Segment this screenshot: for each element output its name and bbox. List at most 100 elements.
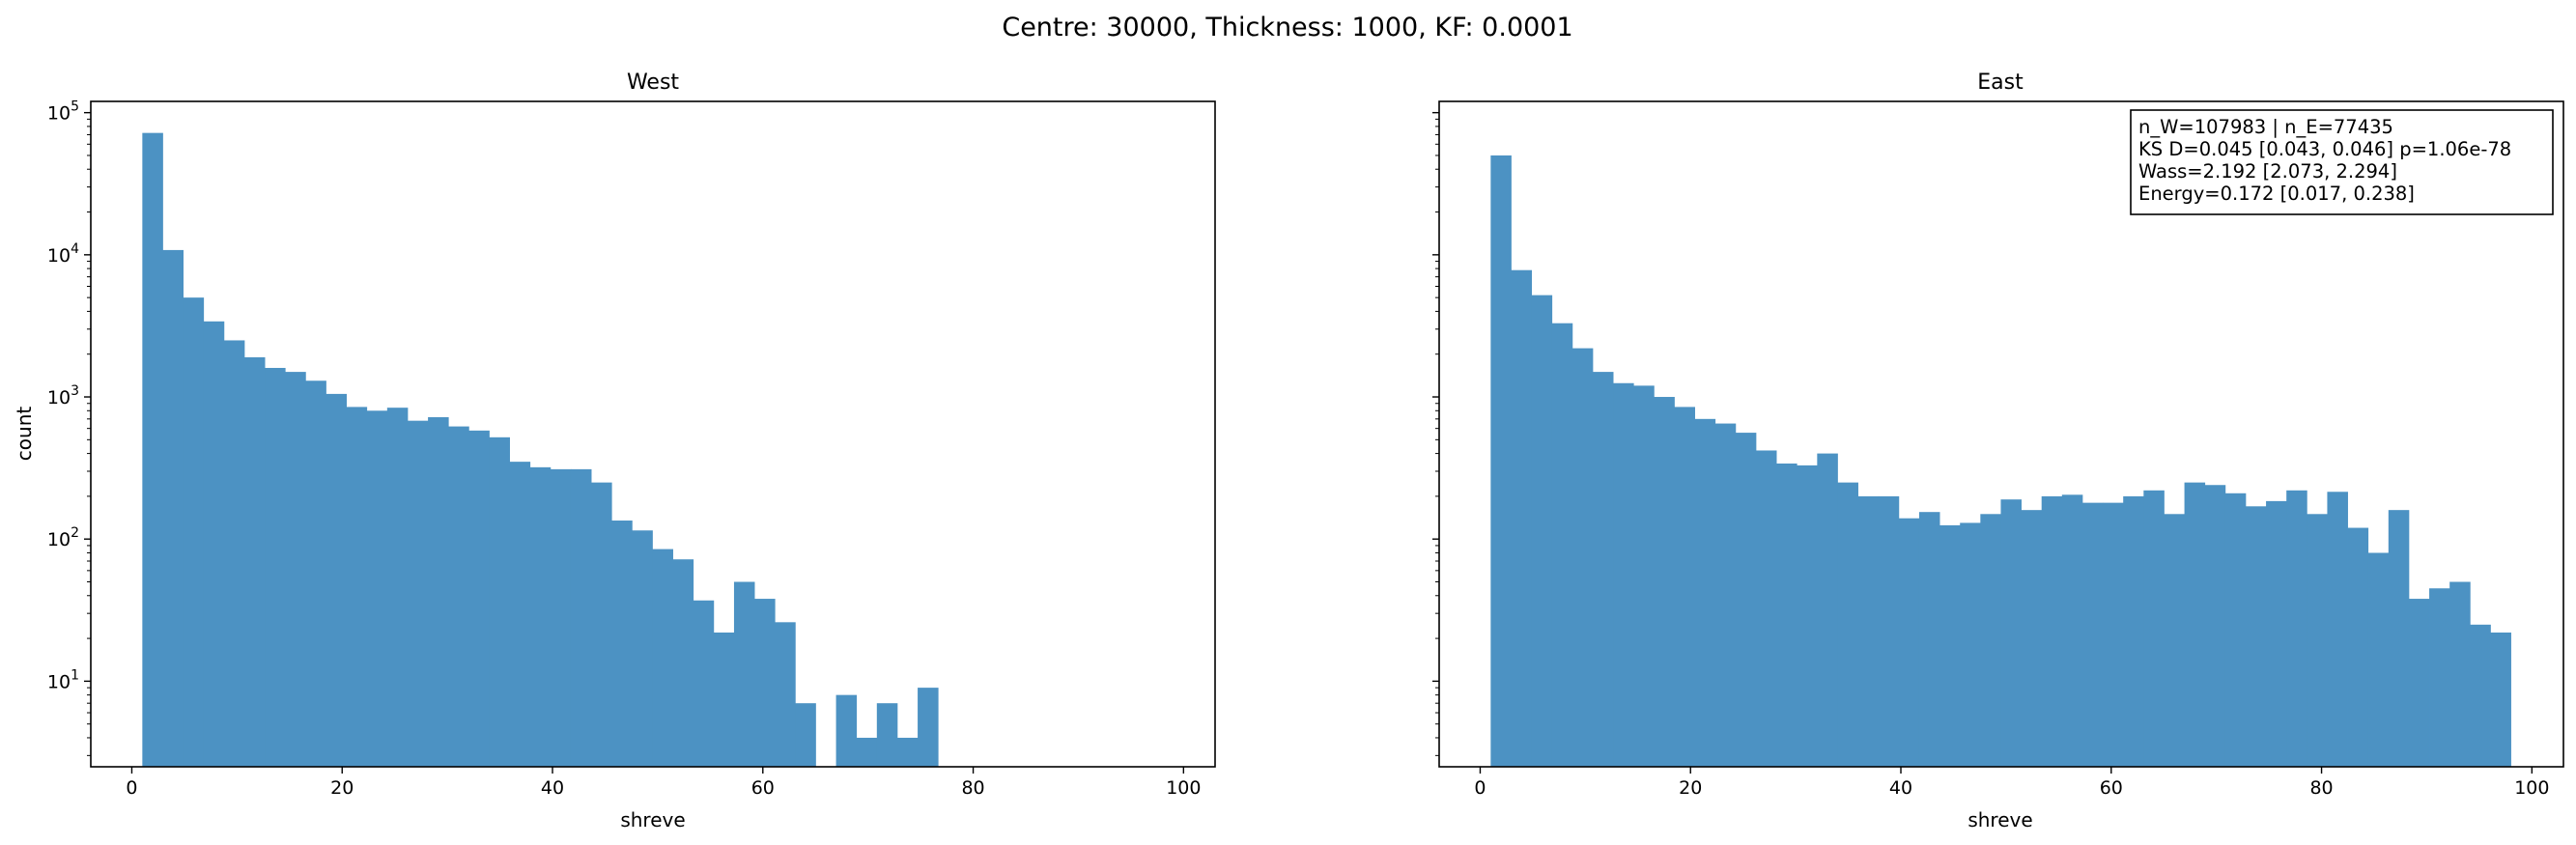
histogram-bar <box>509 462 531 767</box>
histogram-bar <box>550 468 572 767</box>
y-tick-label: 101 <box>47 667 79 692</box>
histogram-bar <box>1735 433 1757 767</box>
panel-east-frame <box>1438 100 2564 768</box>
histogram-bar <box>570 468 592 767</box>
histogram-bar <box>754 599 776 767</box>
histogram-bar <box>733 581 755 767</box>
histogram-bar <box>2388 510 2410 767</box>
histogram-bar <box>693 600 715 767</box>
histogram-bar <box>162 249 184 767</box>
histogram-bar <box>896 737 919 767</box>
panel-west: West 0 20 40 60 80 100 101 102 103 104 105 shreve… <box>13 70 1216 831</box>
histogram-bar <box>2408 599 2430 767</box>
histogram-bar <box>2327 492 2348 767</box>
x-tick-label: 0 <box>126 777 137 799</box>
histogram-bar <box>2470 624 2491 767</box>
histogram-bar <box>1980 514 2001 767</box>
histogram-bar <box>2061 494 2083 767</box>
stats-annotation-frame <box>2130 109 2554 215</box>
x-tick-label: 100 <box>1166 777 1201 799</box>
histogram-bar <box>1755 450 1777 767</box>
histogram-bar <box>1490 155 1512 767</box>
histogram-bar <box>2245 506 2267 767</box>
y-tick-label: 105 <box>47 99 79 125</box>
histogram-bar <box>1694 418 1716 767</box>
histogram-bar <box>856 737 878 767</box>
histogram-bar <box>428 417 449 767</box>
west-bars <box>142 132 939 767</box>
x-tick-label: 60 <box>751 777 775 799</box>
histogram-bar <box>918 688 939 767</box>
histogram-bar <box>2041 495 2063 767</box>
y-tick-label: 103 <box>47 383 79 408</box>
histogram-bar <box>2184 482 2206 767</box>
histogram-bar <box>2347 527 2369 767</box>
stats-line: Wass=2.192 [2.073, 2.294] <box>2138 160 2397 183</box>
stats-line: KS D=0.045 [0.043, 0.046] p=1.06e-78 <box>2138 138 2511 160</box>
histogram-bar <box>468 430 490 767</box>
stats-annotation-box: n_W=107983 | n_E=77435 KS D=0.045 [0.043… <box>2130 109 2554 215</box>
histogram-bar <box>448 426 469 767</box>
x-tick-label: 20 <box>330 777 354 799</box>
histogram-bar <box>775 622 796 767</box>
west-x-ticks: 0 20 40 60 80 100 <box>126 767 1201 799</box>
histogram-bar <box>632 530 653 767</box>
stats-line: n_W=107983 | n_E=77435 <box>2138 116 2393 138</box>
histogram-bar <box>142 132 163 767</box>
histogram-bar <box>1714 423 1737 767</box>
panel-west-frame <box>90 100 1216 768</box>
histogram-bar <box>407 420 429 767</box>
histogram-bar <box>243 356 266 767</box>
x-tick-label: 80 <box>961 777 984 799</box>
x-tick-label: 100 <box>2514 777 2549 799</box>
panel-east: East 0 20 40 60 80 100 shreve n_W=107983 | n_… <box>1432 70 2564 831</box>
histogram-bar <box>203 321 225 767</box>
east-x-ticks: 0 20 40 60 80 100 <box>1474 767 2549 799</box>
histogram-bar <box>1960 522 1981 767</box>
histogram-bar <box>305 380 326 767</box>
histogram-bar <box>1898 518 1920 767</box>
histogram-bar <box>795 703 816 767</box>
x-tick-label: 80 <box>2309 777 2333 799</box>
histogram-bar <box>1592 372 1614 767</box>
histogram-bar <box>2429 588 2450 767</box>
histogram-bar <box>1797 465 1818 767</box>
histogram-bar <box>2367 552 2390 767</box>
x-tick-label: 60 <box>2100 777 2123 799</box>
histogram-bar <box>265 367 286 767</box>
histogram-bar <box>1551 323 1573 767</box>
figure-suptitle: Centre: 30000, Thickness: 1000, KF: 0.00… <box>1002 13 1572 42</box>
histogram-bar <box>2204 485 2226 767</box>
histogram-bar <box>1939 524 1961 767</box>
histogram-bar <box>611 521 633 767</box>
histogram-bar <box>1571 348 1594 767</box>
histogram-bar <box>1878 495 1900 767</box>
histogram-bar <box>489 437 510 767</box>
histogram-bar <box>713 632 735 767</box>
panel-east-xlabel: shreve <box>1967 808 2032 831</box>
x-tick-label: 0 <box>1474 777 1486 799</box>
histogram-bar <box>1613 382 1634 767</box>
histogram-bar <box>591 482 612 767</box>
x-tick-label: 40 <box>541 777 564 799</box>
histogram-bar <box>2307 514 2328 767</box>
histogram-bar <box>1918 512 1940 767</box>
histogram-bar <box>2103 502 2124 767</box>
panel-west-title: West <box>627 70 679 95</box>
histogram-bar <box>1633 385 1655 767</box>
histogram-bar <box>1511 269 1532 768</box>
x-tick-label: 20 <box>1679 777 1702 799</box>
histogram-bar <box>2164 514 2185 767</box>
panel-west-xlabel: shreve <box>620 808 685 831</box>
histogram-bar <box>672 559 694 767</box>
histogram-bar <box>2286 490 2307 767</box>
histogram-bar <box>2224 493 2247 767</box>
histogram-bar <box>1531 295 1553 767</box>
histogram-bar <box>835 694 858 767</box>
west-y-ticks: 101 102 103 104 105 <box>47 99 91 756</box>
histogram-bar <box>386 408 409 767</box>
histogram-bar <box>2123 495 2144 767</box>
histogram-bar <box>2490 632 2511 767</box>
histogram-bar <box>223 340 245 767</box>
